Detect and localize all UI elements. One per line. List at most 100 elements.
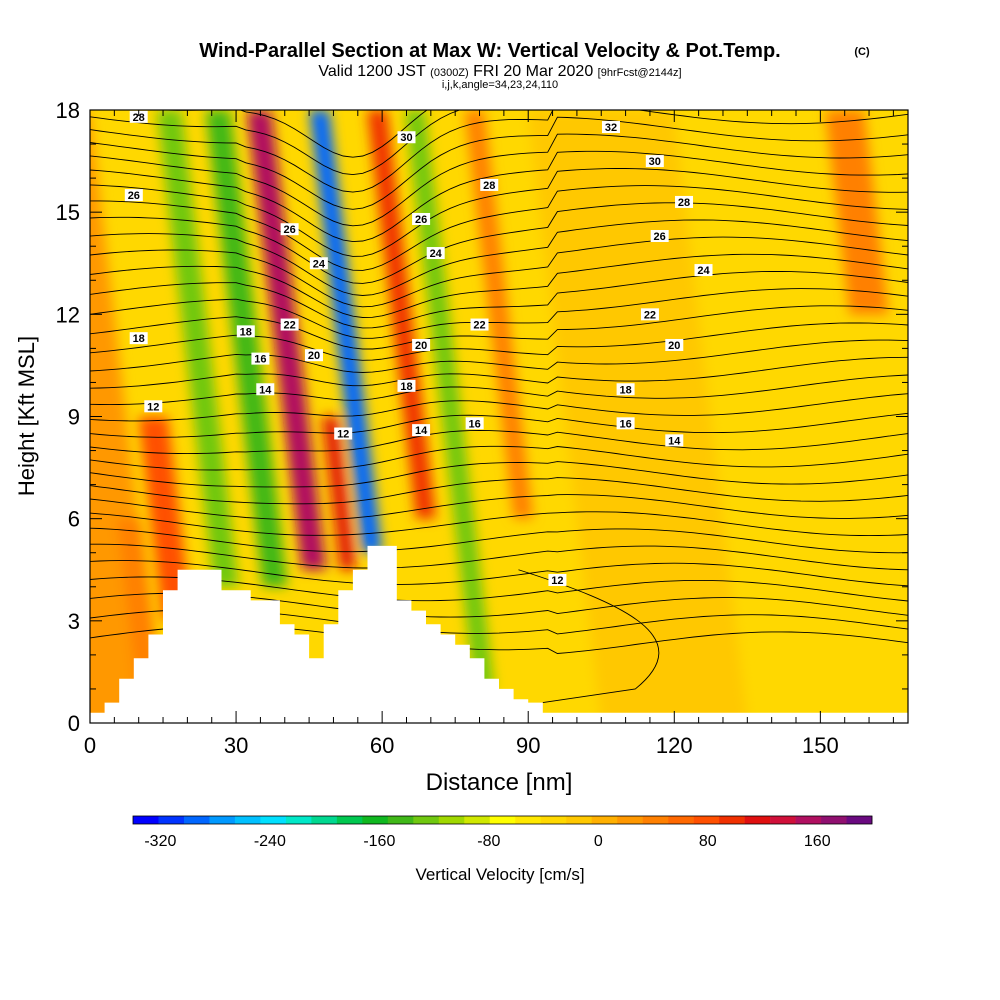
w-band-10 — [464, 110, 534, 519]
theta-label-text: 16 — [619, 418, 631, 430]
colorbar-swatch — [413, 816, 440, 824]
theta-label-text: 26 — [415, 214, 427, 226]
theta-label-30: 16 — [616, 417, 635, 430]
colorbar-swatch — [311, 816, 338, 824]
theta-label-text: 14 — [415, 425, 428, 437]
theta-contour-17 — [90, 339, 908, 373]
theta-contour-18 — [90, 322, 908, 361]
grid-indices: i,j,k,angle=34,23,24,110 — [442, 79, 558, 91]
y-tick-label: 9 — [68, 405, 80, 430]
valid-utc: (0300Z) — [430, 67, 469, 79]
colorbar-tick-label: -160 — [363, 833, 395, 850]
colorbar-tick-label: -240 — [254, 833, 286, 850]
colorbar-tick-label: 80 — [699, 833, 717, 850]
y-tick-label: 18 — [56, 98, 80, 123]
theta-label-text: 30 — [649, 156, 661, 168]
theta-label-bg — [645, 155, 664, 168]
valid-prefix: Valid 1200 JST — [318, 63, 426, 80]
theta-label-bg — [675, 195, 694, 208]
colorbar-swatch — [744, 816, 771, 824]
theta-contour-27 — [90, 168, 908, 257]
theta-label-text: 22 — [473, 320, 485, 332]
colorbar-swatch — [515, 816, 542, 824]
theta-label-1: 26 — [124, 189, 143, 202]
colorbar-swatch — [489, 816, 516, 824]
y-tick-label: 12 — [56, 302, 80, 327]
theta-label-13: 20 — [304, 349, 323, 362]
theta-label-bg — [650, 230, 669, 243]
theta-label-7: 26 — [412, 212, 431, 226]
theta-label-bg — [412, 212, 431, 225]
copyright-mark: (C) — [854, 46, 870, 58]
colorbar-swatch — [362, 816, 389, 824]
theta-label-bg — [694, 264, 713, 277]
theta-label-bg — [280, 223, 299, 236]
theta-label-27: 22 — [640, 308, 659, 321]
x-tick-label: 0 — [84, 733, 96, 758]
theta-label-text: 30 — [400, 132, 412, 144]
theta-label-bg — [397, 131, 416, 144]
theta-label-bg — [665, 338, 684, 351]
w-band-4 — [205, 110, 288, 587]
theta-label-text: 14 — [668, 435, 681, 447]
valid-date: FRI 20 Mar 2020 — [473, 63, 593, 80]
theta-label-text: 28 — [678, 197, 690, 209]
theta-contour-20 — [90, 288, 908, 339]
colorbar-swatch — [642, 816, 669, 824]
theta-label-text: 26 — [654, 231, 666, 243]
theta-label-bg — [256, 383, 275, 396]
theta-label-bg — [309, 257, 328, 270]
theta-label-3: 12 — [144, 400, 163, 413]
theta-contour-25 — [90, 202, 908, 284]
theta-label-bg — [129, 110, 148, 123]
colorbar-swatch — [209, 816, 236, 824]
colorbar-swatch — [693, 816, 720, 824]
x-tick-label: 90 — [516, 733, 540, 758]
theta-label-31: 14 — [665, 434, 684, 447]
theta-contour-28 — [90, 150, 908, 243]
theta-contour-14 — [90, 393, 908, 422]
theta-label-bg — [251, 352, 270, 365]
x-axis: 0 30 60 90 120 150 — [84, 110, 894, 758]
theta-contour-13 — [90, 412, 908, 438]
theta-label-14: 20 — [412, 338, 431, 352]
theta-label-text: 24 — [313, 258, 326, 270]
theta-contour-19 — [90, 305, 908, 350]
w-band-11 — [825, 110, 889, 315]
x-tick-label: 30 — [224, 733, 248, 758]
theta-label-11: 22 — [470, 318, 489, 332]
y-axis-label: Height [Kft MSL] — [14, 336, 39, 496]
theta-label-29: 18 — [616, 383, 635, 396]
colorbar-swatch — [183, 816, 210, 824]
colorbar: -320 -240 -160 -80 0 80 160 — [132, 815, 873, 850]
theta-contour-7 — [90, 511, 908, 537]
colorbar-swatch — [540, 816, 567, 824]
theta-label-text: 18 — [240, 326, 252, 338]
theta-label-text: 28 — [133, 112, 145, 124]
theta-label-23: 30 — [645, 155, 664, 168]
theta-label-text: 12 — [147, 401, 159, 413]
colorbar-swatch — [770, 816, 796, 824]
colorbar-swatch — [260, 816, 287, 824]
theta-label-19: 12 — [334, 427, 353, 441]
theta-label-4: 30 — [397, 131, 416, 144]
theta-label-bg — [236, 325, 255, 338]
colorbar-tick-label: 0 — [594, 833, 603, 850]
colorbar-swatch — [719, 816, 745, 824]
colorbar-swatch — [795, 816, 822, 824]
theta-label-text: 16 — [254, 354, 266, 366]
theta-label-text: 24 — [697, 265, 710, 277]
x-tick-label: 60 — [370, 733, 394, 758]
theta-label-22: 32 — [601, 121, 620, 134]
theta-label-24: 28 — [675, 195, 694, 209]
theta-contour-3 — [90, 576, 908, 602]
theta-label-text: 12 — [551, 575, 563, 587]
theta-label-12: 18 — [236, 325, 255, 338]
x-tick-label: 150 — [802, 733, 839, 758]
theta-contour-22 — [90, 253, 908, 318]
terrain-mask — [90, 545, 908, 723]
theta-label-bg — [465, 417, 484, 430]
colorbar-label: Vertical Velocity [cm/s] — [415, 865, 584, 884]
plot-area: 28 26 18 12 30 28 26 26 24 24 22 22 18 20 20 16 18 14 16 12… — [90, 110, 908, 723]
